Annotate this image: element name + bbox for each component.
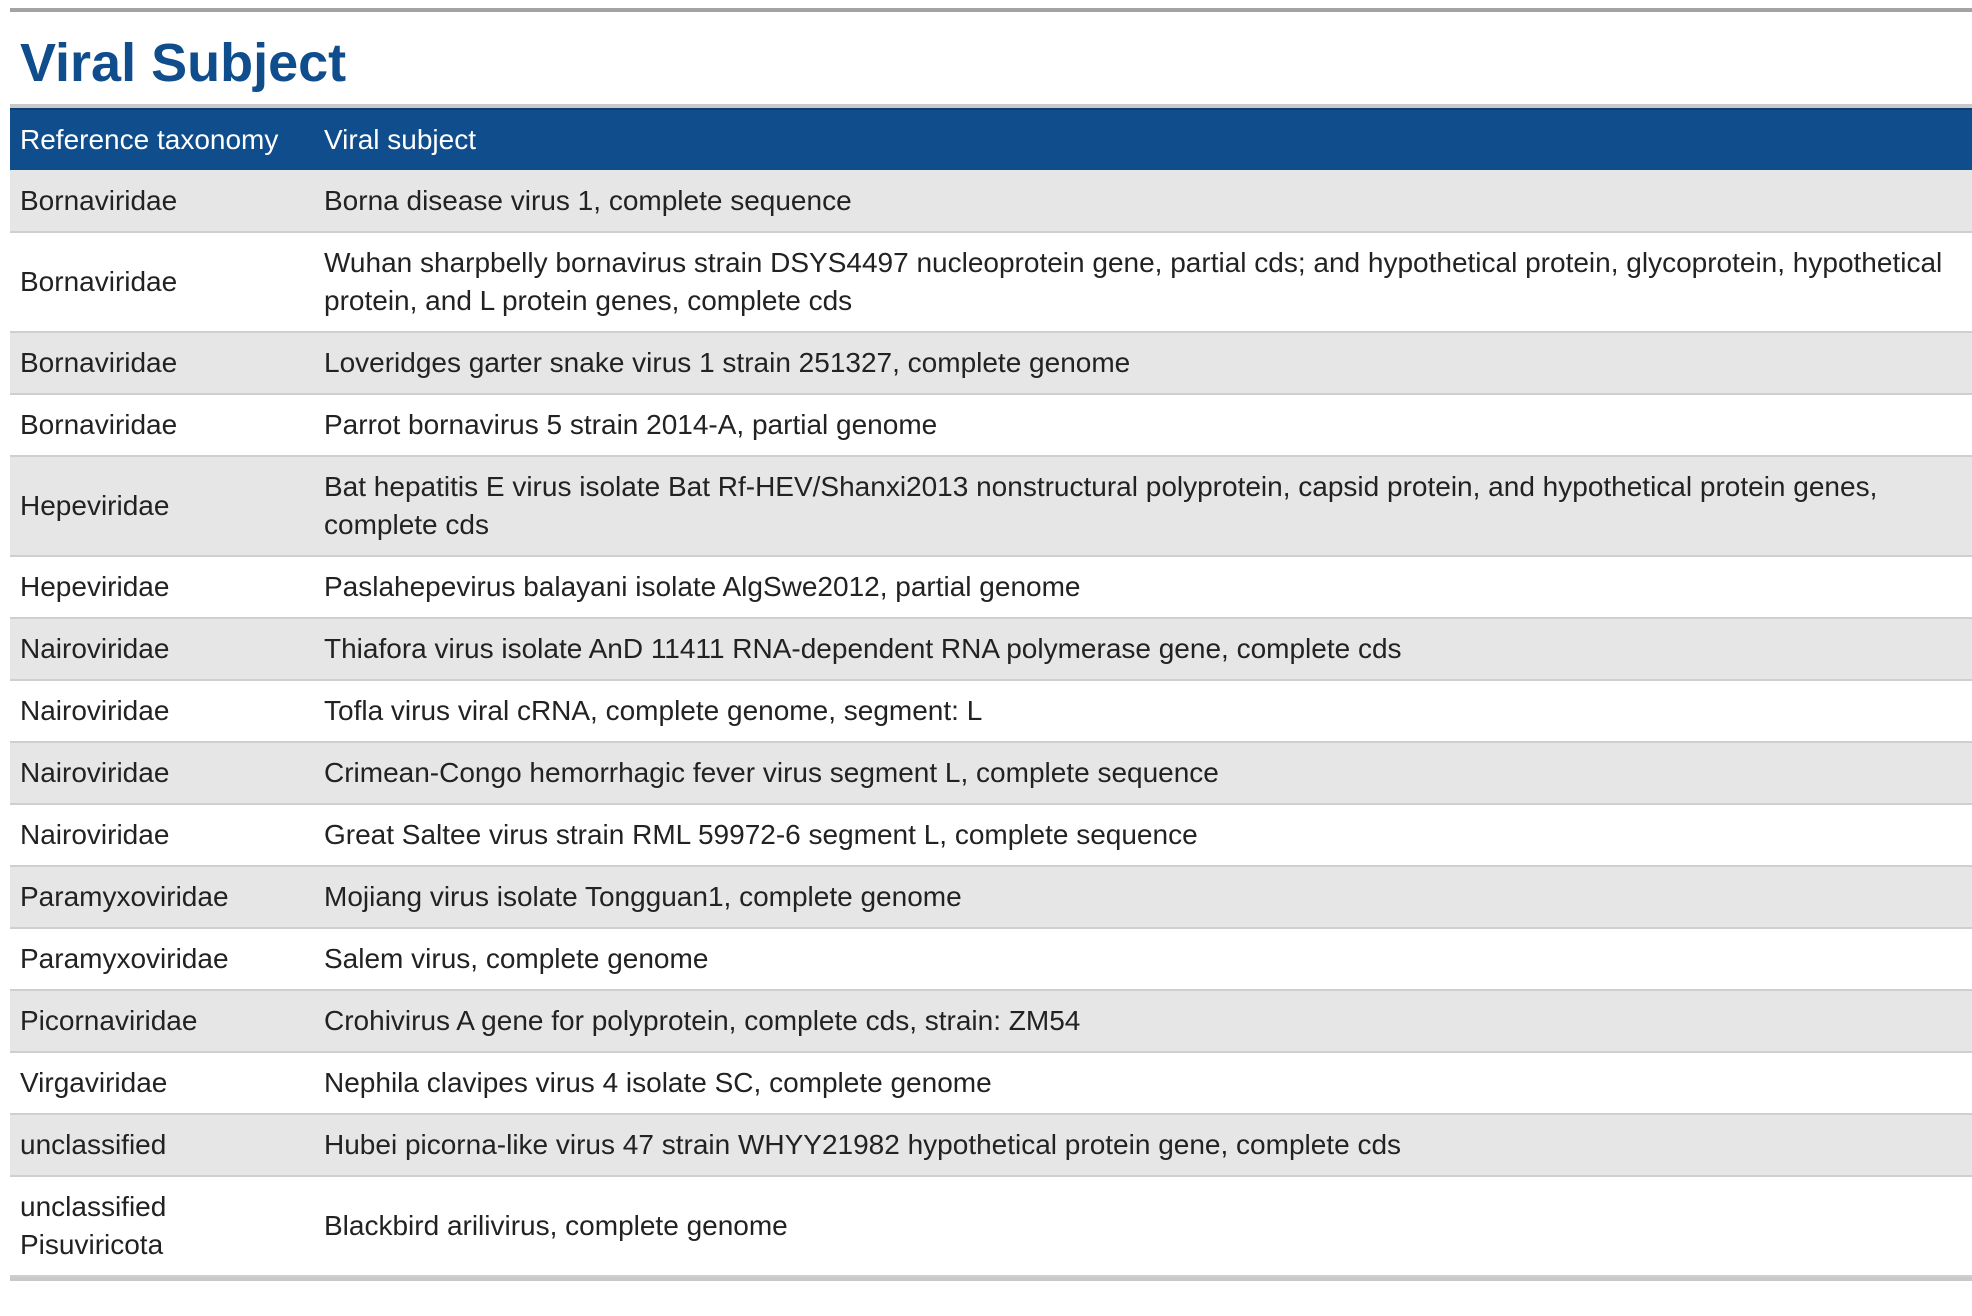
table-row: Picornaviridae Crohivirus A gene for pol… [10,990,1972,1053]
table-row: Hepeviridae Bat hepatitis E virus isolat… [10,456,1972,557]
viral-subject-cell: Crohivirus A gene for polyprotein, compl… [314,990,1972,1053]
table-row: Nairoviridae Tofla virus viral cRNA, com… [10,680,1972,743]
taxonomy-cell: Hepeviridae [10,456,314,557]
viral-subject-table: Reference taxonomy Viral subject Bornavi… [10,108,1972,1277]
table-header-row: Reference taxonomy Viral subject [10,108,1972,170]
viral-subject-cell: Crimean-Congo hemorrhagic fever virus se… [314,742,1972,805]
viral-subject-cell: Borna disease virus 1, complete sequence [314,170,1972,233]
taxonomy-cell: Nairoviridae [10,680,314,743]
table-row: Bornaviridae Parrot bornavirus 5 strain … [10,394,1972,457]
taxonomy-cell: Hepeviridae [10,556,314,619]
viral-subject-cell: Loveridges garter snake virus 1 strain 2… [314,332,1972,395]
top-rule [10,8,1972,12]
table-row: Paramyxoviridae Mojiang virus isolate To… [10,866,1972,929]
table-row: Bornaviridae Wuhan sharpbelly bornavirus… [10,232,1972,333]
viral-subject-cell: Salem virus, complete genome [314,928,1972,991]
viral-subject-cell: Bat hepatitis E virus isolate Bat Rf-HEV… [314,456,1972,557]
taxonomy-cell: Paramyxoviridae [10,866,314,929]
table-row: unclassified Pisuviricota Blackbird aril… [10,1176,1972,1277]
taxonomy-cell: Bornaviridae [10,232,314,333]
table-row: Nairoviridae Great Saltee virus strain R… [10,804,1972,867]
table-row: Hepeviridae Paslahepevirus balayani isol… [10,556,1972,619]
taxonomy-cell: Virgaviridae [10,1052,314,1115]
viral-subject-cell: Blackbird arilivirus, complete genome [314,1176,1972,1277]
viral-subject-cell: Mojiang virus isolate Tongguan1, complet… [314,866,1972,929]
viral-subject-cell: Nephila clavipes virus 4 isolate SC, com… [314,1052,1972,1115]
column-header-viral-subject: Viral subject [314,108,1972,170]
taxonomy-cell: unclassified Pisuviricota [10,1176,314,1277]
taxonomy-cell: Bornaviridae [10,332,314,395]
taxonomy-cell: Nairoviridae [10,618,314,681]
table-row: unclassified Hubei picorna-like virus 47… [10,1114,1972,1177]
taxonomy-cell: unclassified [10,1114,314,1177]
viral-subject-cell: Hubei picorna-like virus 47 strain WHYY2… [314,1114,1972,1177]
viral-subject-cell: Paslahepevirus balayani isolate AlgSwe20… [314,556,1972,619]
column-header-reference-taxonomy: Reference taxonomy [10,108,314,170]
table-row: Bornaviridae Loveridges garter snake vir… [10,332,1972,395]
page-title: Viral Subject [20,33,347,93]
taxonomy-cell: Nairoviridae [10,742,314,805]
taxonomy-cell: Nairoviridae [10,804,314,867]
table-row: Nairoviridae Thiafora virus isolate AnD … [10,618,1972,681]
viral-subject-cell: Thiafora virus isolate AnD 11411 RNA-dep… [314,618,1972,681]
taxonomy-cell: Picornaviridae [10,990,314,1053]
bottom-rule [10,1277,1972,1281]
taxonomy-cell: Bornaviridae [10,170,314,233]
page: Viral Subject Reference taxonomy Viral s… [10,8,1972,1281]
table-row: Virgaviridae Nephila clavipes virus 4 is… [10,1052,1972,1115]
viral-subject-cell: Wuhan sharpbelly bornavirus strain DSYS4… [314,232,1972,333]
taxonomy-cell: Paramyxoviridae [10,928,314,991]
taxonomy-cell: Bornaviridae [10,394,314,457]
viral-subject-cell: Tofla virus viral cRNA, complete genome,… [314,680,1972,743]
viral-subject-cell: Parrot bornavirus 5 strain 2014-A, parti… [314,394,1972,457]
table-row: Bornaviridae Borna disease virus 1, comp… [10,170,1972,233]
table-row: Paramyxoviridae Salem virus, complete ge… [10,928,1972,991]
viral-subject-cell: Great Saltee virus strain RML 59972-6 se… [314,804,1972,867]
table-row: Nairoviridae Crimean-Congo hemorrhagic f… [10,742,1972,805]
title-rule [10,104,1972,108]
